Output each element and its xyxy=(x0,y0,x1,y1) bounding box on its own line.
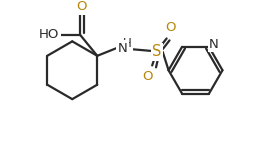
Text: H: H xyxy=(123,37,132,50)
Text: N: N xyxy=(209,38,219,51)
Text: O: O xyxy=(142,70,152,82)
Text: S: S xyxy=(152,44,162,60)
Text: O: O xyxy=(77,0,87,13)
Text: HO: HO xyxy=(39,28,59,41)
Text: N: N xyxy=(117,42,127,55)
Text: O: O xyxy=(165,21,176,34)
